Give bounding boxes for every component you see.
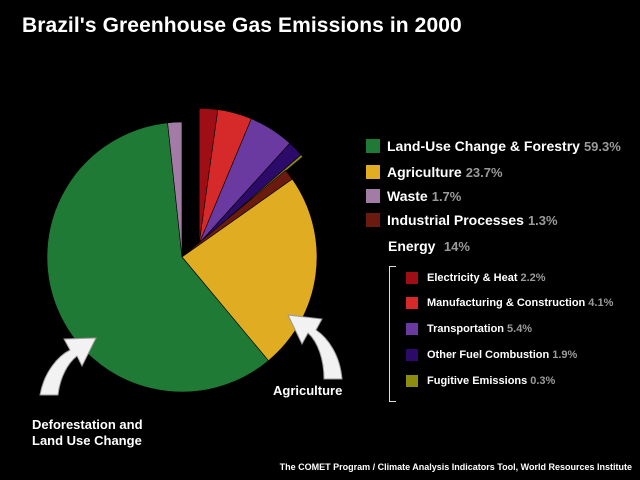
legend-swatch [406,323,418,335]
legend-item-land-use: Land-Use Change & Forestry 59.3% [366,137,621,155]
legend-swatch [406,272,418,284]
legend-value: 14% [443,239,470,254]
pie-slices [46,108,318,393]
annotation-line: Land Use Change [32,433,142,448]
energy-bracket [389,266,396,402]
legend-item-electricity-heat: Electricity & Heat 2.2% [406,270,546,286]
legend-swatch [366,213,380,227]
legend-label: Fugitive Emissions [427,375,528,387]
legend-label: Waste [387,188,428,204]
legend-item-other-fuel: Other Fuel Combustion 1.9% [406,347,577,363]
legend-label: Industrial Processes [387,212,524,228]
legend-value: 1.3% [527,212,558,228]
source-credit: The COMET Program / Climate Analysis Ind… [279,462,632,472]
legend-value: 2.2% [520,272,546,284]
legend-item-industrial: Industrial Processes 1.3% [366,211,558,229]
legend-label: Electricity & Heat [427,272,518,284]
legend-swatch [366,165,380,179]
legend-value: 59.3% [583,138,621,154]
legend-swatch [406,375,418,387]
legend-swatch [366,139,380,153]
legend-label: Other Fuel Combustion [427,349,550,361]
legend-label: Manufacturing & Construction [427,297,586,309]
legend-swatch [406,297,418,309]
legend-value: 4.1% [588,297,614,309]
legend-label: Land-Use Change & Forestry [387,138,580,154]
deforestation-annotation: Deforestation and Land Use Change [32,417,143,449]
legend-item-transportation: Transportation 5.4% [406,321,532,337]
legend-value: 0.3% [530,375,556,387]
deforestation-arrow [39,337,97,396]
legend-value: 1.7% [431,188,462,204]
legend-swatch [366,189,380,203]
pie-slice-waste [167,121,183,258]
legend-item-manufacturing: Manufacturing & Construction 4.1% [406,295,613,311]
legend-value: 1.9% [552,349,578,361]
legend-label: Energy [388,238,436,254]
legend-item-waste: Waste 1.7% [366,187,461,205]
agriculture-annotation: Agriculture [273,383,343,398]
legend-item-agriculture: Agriculture 23.7% [366,163,503,181]
pie-slice-land-use-change-forestry [46,122,269,393]
chart-title: Brazil's Greenhouse Gas Emissions in 200… [22,14,462,37]
legend-item-fugitive: Fugitive Emissions 0.3% [406,373,555,389]
legend-swatch [406,349,418,361]
legend-label: Transportation [427,323,505,335]
legend-item-energy: Energy 14% [388,238,470,256]
annotation-line: Deforestation and [32,417,143,432]
legend-value: 5.4% [507,323,533,335]
pie-slice-agriculture [181,178,318,362]
legend-label: Agriculture [387,164,462,180]
legend-value: 23.7% [465,164,503,180]
agriculture-arrow [287,314,343,380]
